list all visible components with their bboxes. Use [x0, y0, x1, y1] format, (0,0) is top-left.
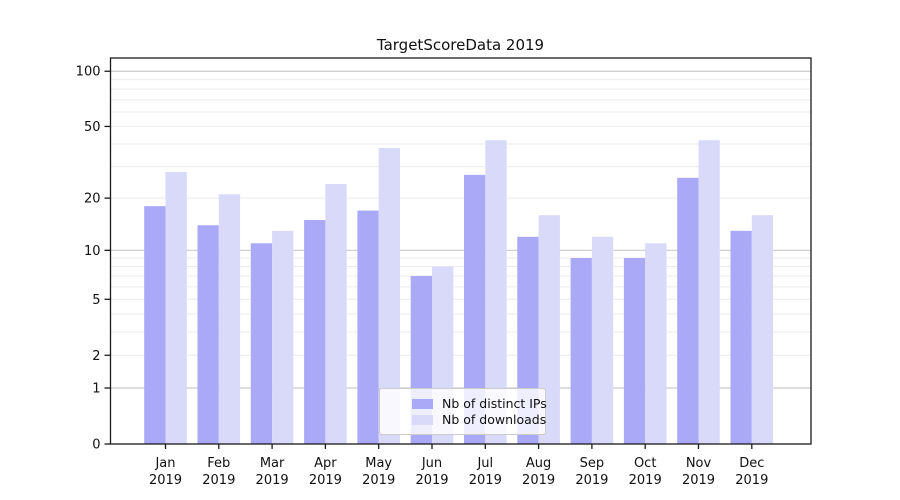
y-tick-label-50: 50: [84, 120, 101, 135]
y-tick-label-2: 2: [92, 349, 100, 364]
x-tick-label-apr: Apr 2019: [309, 456, 342, 488]
legend-entry-downloads: Nb of downloads: [412, 412, 546, 427]
y-tick-label-100: 100: [76, 65, 101, 80]
bar-nb-of-downloads-may: [378, 148, 400, 445]
plot-border: [109, 57, 812, 445]
y-tick-label-1: 1: [92, 382, 100, 397]
legend: Nb of distinct IPs Nb of downloads: [379, 388, 547, 435]
x-tick-label-nov: Nov 2019: [682, 456, 715, 488]
bar-nb-of-distinct-ips-apr: [304, 220, 326, 444]
bar-nb-of-downloads-feb: [218, 194, 241, 444]
bar-nb-of-downloads-oct: [645, 243, 667, 444]
y-tick-label-20: 20: [84, 192, 101, 207]
bar-nb-of-distinct-ips-mar: [250, 243, 273, 444]
x-tick-label-sep: Sep 2019: [575, 456, 608, 488]
x-tick-label-feb: Feb 2019: [202, 456, 235, 488]
x-tick-label-jun: Jun 2019: [415, 456, 448, 488]
bar-nb-of-downloads-nov: [698, 140, 720, 444]
chart-title: TargetScoreData 2019: [376, 36, 545, 54]
x-tick-label-mar: Mar 2019: [256, 456, 289, 488]
x-tick-label-oct: Oct 2019: [629, 456, 662, 488]
bar-nb-of-distinct-ips-may: [357, 210, 379, 444]
bar-nb-of-distinct-ips-feb: [197, 225, 219, 444]
bar-nb-of-downloads-jan: [165, 172, 187, 444]
legend-swatch-downloads: [412, 414, 433, 425]
x-tick-label-aug: Aug 2019: [522, 456, 555, 488]
legend-entry-distinct-ips: Nb of distinct IPs: [412, 396, 547, 411]
bar-nb-of-downloads-apr: [325, 184, 347, 444]
bar-nb-of-distinct-ips-oct: [623, 258, 646, 444]
bar-nb-of-distinct-ips-nov: [677, 177, 699, 445]
legend-label-distinct-ips: Nb of distinct IPs: [442, 396, 547, 411]
legend-label-downloads: Nb of downloads: [442, 412, 547, 427]
bar-nb-of-distinct-ips-dec: [730, 230, 752, 444]
bar-nb-of-downloads-dec: [751, 215, 774, 444]
legend-swatch-distinct-ips: [412, 398, 433, 409]
y-tick-label-0: 0: [92, 438, 100, 453]
x-tick-label-dec: Dec 2019: [735, 456, 768, 488]
y-tick-label-5: 5: [92, 293, 100, 308]
bar-nb-of-distinct-ips-sep: [570, 258, 592, 444]
bar-nb-of-downloads-jul: [485, 140, 507, 444]
bar-nb-of-distinct-ips-jan: [144, 206, 166, 444]
x-tick-label-jan: Jan 2019: [149, 456, 182, 488]
bar-nb-of-distinct-ips-jul: [464, 174, 486, 444]
bar-nb-of-downloads-mar: [272, 230, 294, 444]
x-tick-label-may: May 2019: [362, 456, 395, 488]
y-tick-label-10: 10: [84, 244, 101, 259]
bar-nb-of-downloads-aug: [538, 215, 560, 444]
bar-nb-of-downloads-sep: [591, 236, 614, 444]
x-tick-label-jul: Jul 2019: [469, 456, 502, 488]
